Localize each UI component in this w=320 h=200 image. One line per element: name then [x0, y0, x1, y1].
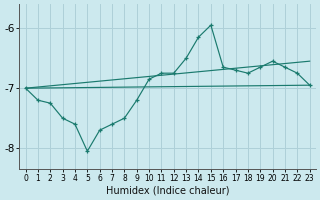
X-axis label: Humidex (Indice chaleur): Humidex (Indice chaleur) — [106, 186, 229, 196]
